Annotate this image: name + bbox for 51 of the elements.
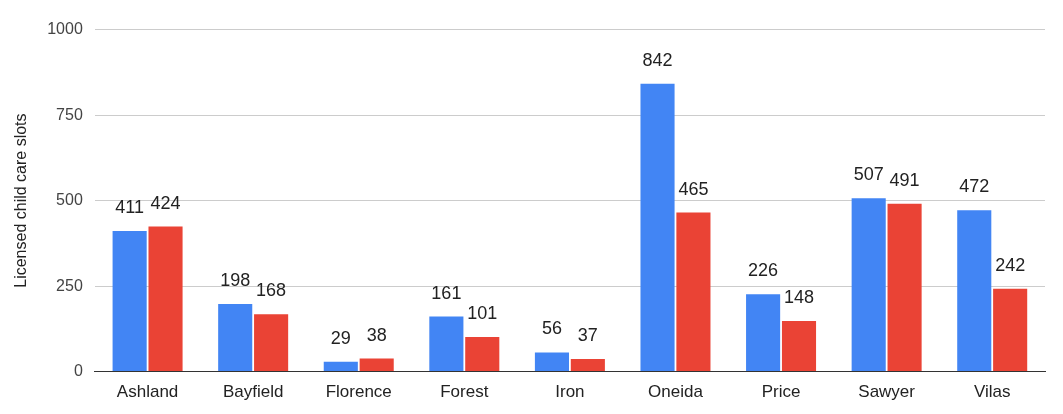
y-axis-title: Licensed child care slots bbox=[12, 113, 30, 288]
bar bbox=[887, 203, 922, 372]
x-tick-label: Iron bbox=[555, 382, 585, 402]
data-label: 226 bbox=[748, 260, 779, 281]
x-tick-label: Ashland bbox=[116, 382, 179, 402]
x-tick-label: Price bbox=[761, 382, 801, 402]
data-label: 411 bbox=[115, 197, 144, 218]
bar bbox=[218, 303, 253, 372]
x-tick-label: Florence bbox=[325, 382, 392, 402]
bar bbox=[957, 210, 992, 372]
y-tick-label: 750 bbox=[56, 105, 83, 123]
data-label: 56 bbox=[541, 318, 562, 339]
x-tick-label: Forest bbox=[440, 382, 489, 402]
data-label: 101 bbox=[467, 303, 498, 324]
x-tick-label: Bayfield bbox=[222, 382, 284, 402]
data-label: 242 bbox=[995, 254, 1026, 275]
x-tick-label: Vilas bbox=[973, 382, 1011, 402]
y-tick-label: 0 bbox=[73, 362, 83, 380]
data-label: 465 bbox=[678, 178, 709, 199]
bar bbox=[148, 226, 183, 372]
bar bbox=[640, 83, 675, 372]
y-tick-label: 1000 bbox=[47, 20, 83, 38]
data-label: 148 bbox=[783, 286, 815, 307]
bar bbox=[746, 294, 781, 372]
bar bbox=[676, 212, 711, 372]
bar bbox=[851, 198, 886, 372]
data-label: 168 bbox=[256, 280, 287, 301]
bar bbox=[534, 352, 569, 372]
bar bbox=[254, 314, 289, 372]
y-tick-label: 250 bbox=[56, 276, 83, 294]
data-label: 472 bbox=[959, 176, 990, 197]
data-label: 161 bbox=[431, 282, 462, 303]
bar bbox=[570, 358, 605, 372]
bar bbox=[323, 361, 358, 372]
y-tick-label: 500 bbox=[56, 191, 83, 209]
bar bbox=[112, 231, 147, 372]
bar bbox=[993, 288, 1028, 372]
x-tick-label: Oneida bbox=[648, 382, 704, 402]
bar bbox=[781, 320, 817, 372]
data-label: 424 bbox=[150, 192, 181, 213]
bar bbox=[429, 316, 464, 372]
data-label: 198 bbox=[220, 269, 251, 290]
data-label: 38 bbox=[366, 324, 387, 345]
bar bbox=[465, 337, 500, 372]
data-label: 842 bbox=[642, 49, 673, 70]
data-label: 37 bbox=[577, 324, 598, 345]
bar bbox=[359, 358, 394, 372]
data-label: 507 bbox=[853, 164, 884, 185]
x-tick-label: Sawyer bbox=[858, 382, 916, 402]
data-label: 29 bbox=[330, 327, 351, 348]
data-label: 491 bbox=[889, 169, 920, 190]
